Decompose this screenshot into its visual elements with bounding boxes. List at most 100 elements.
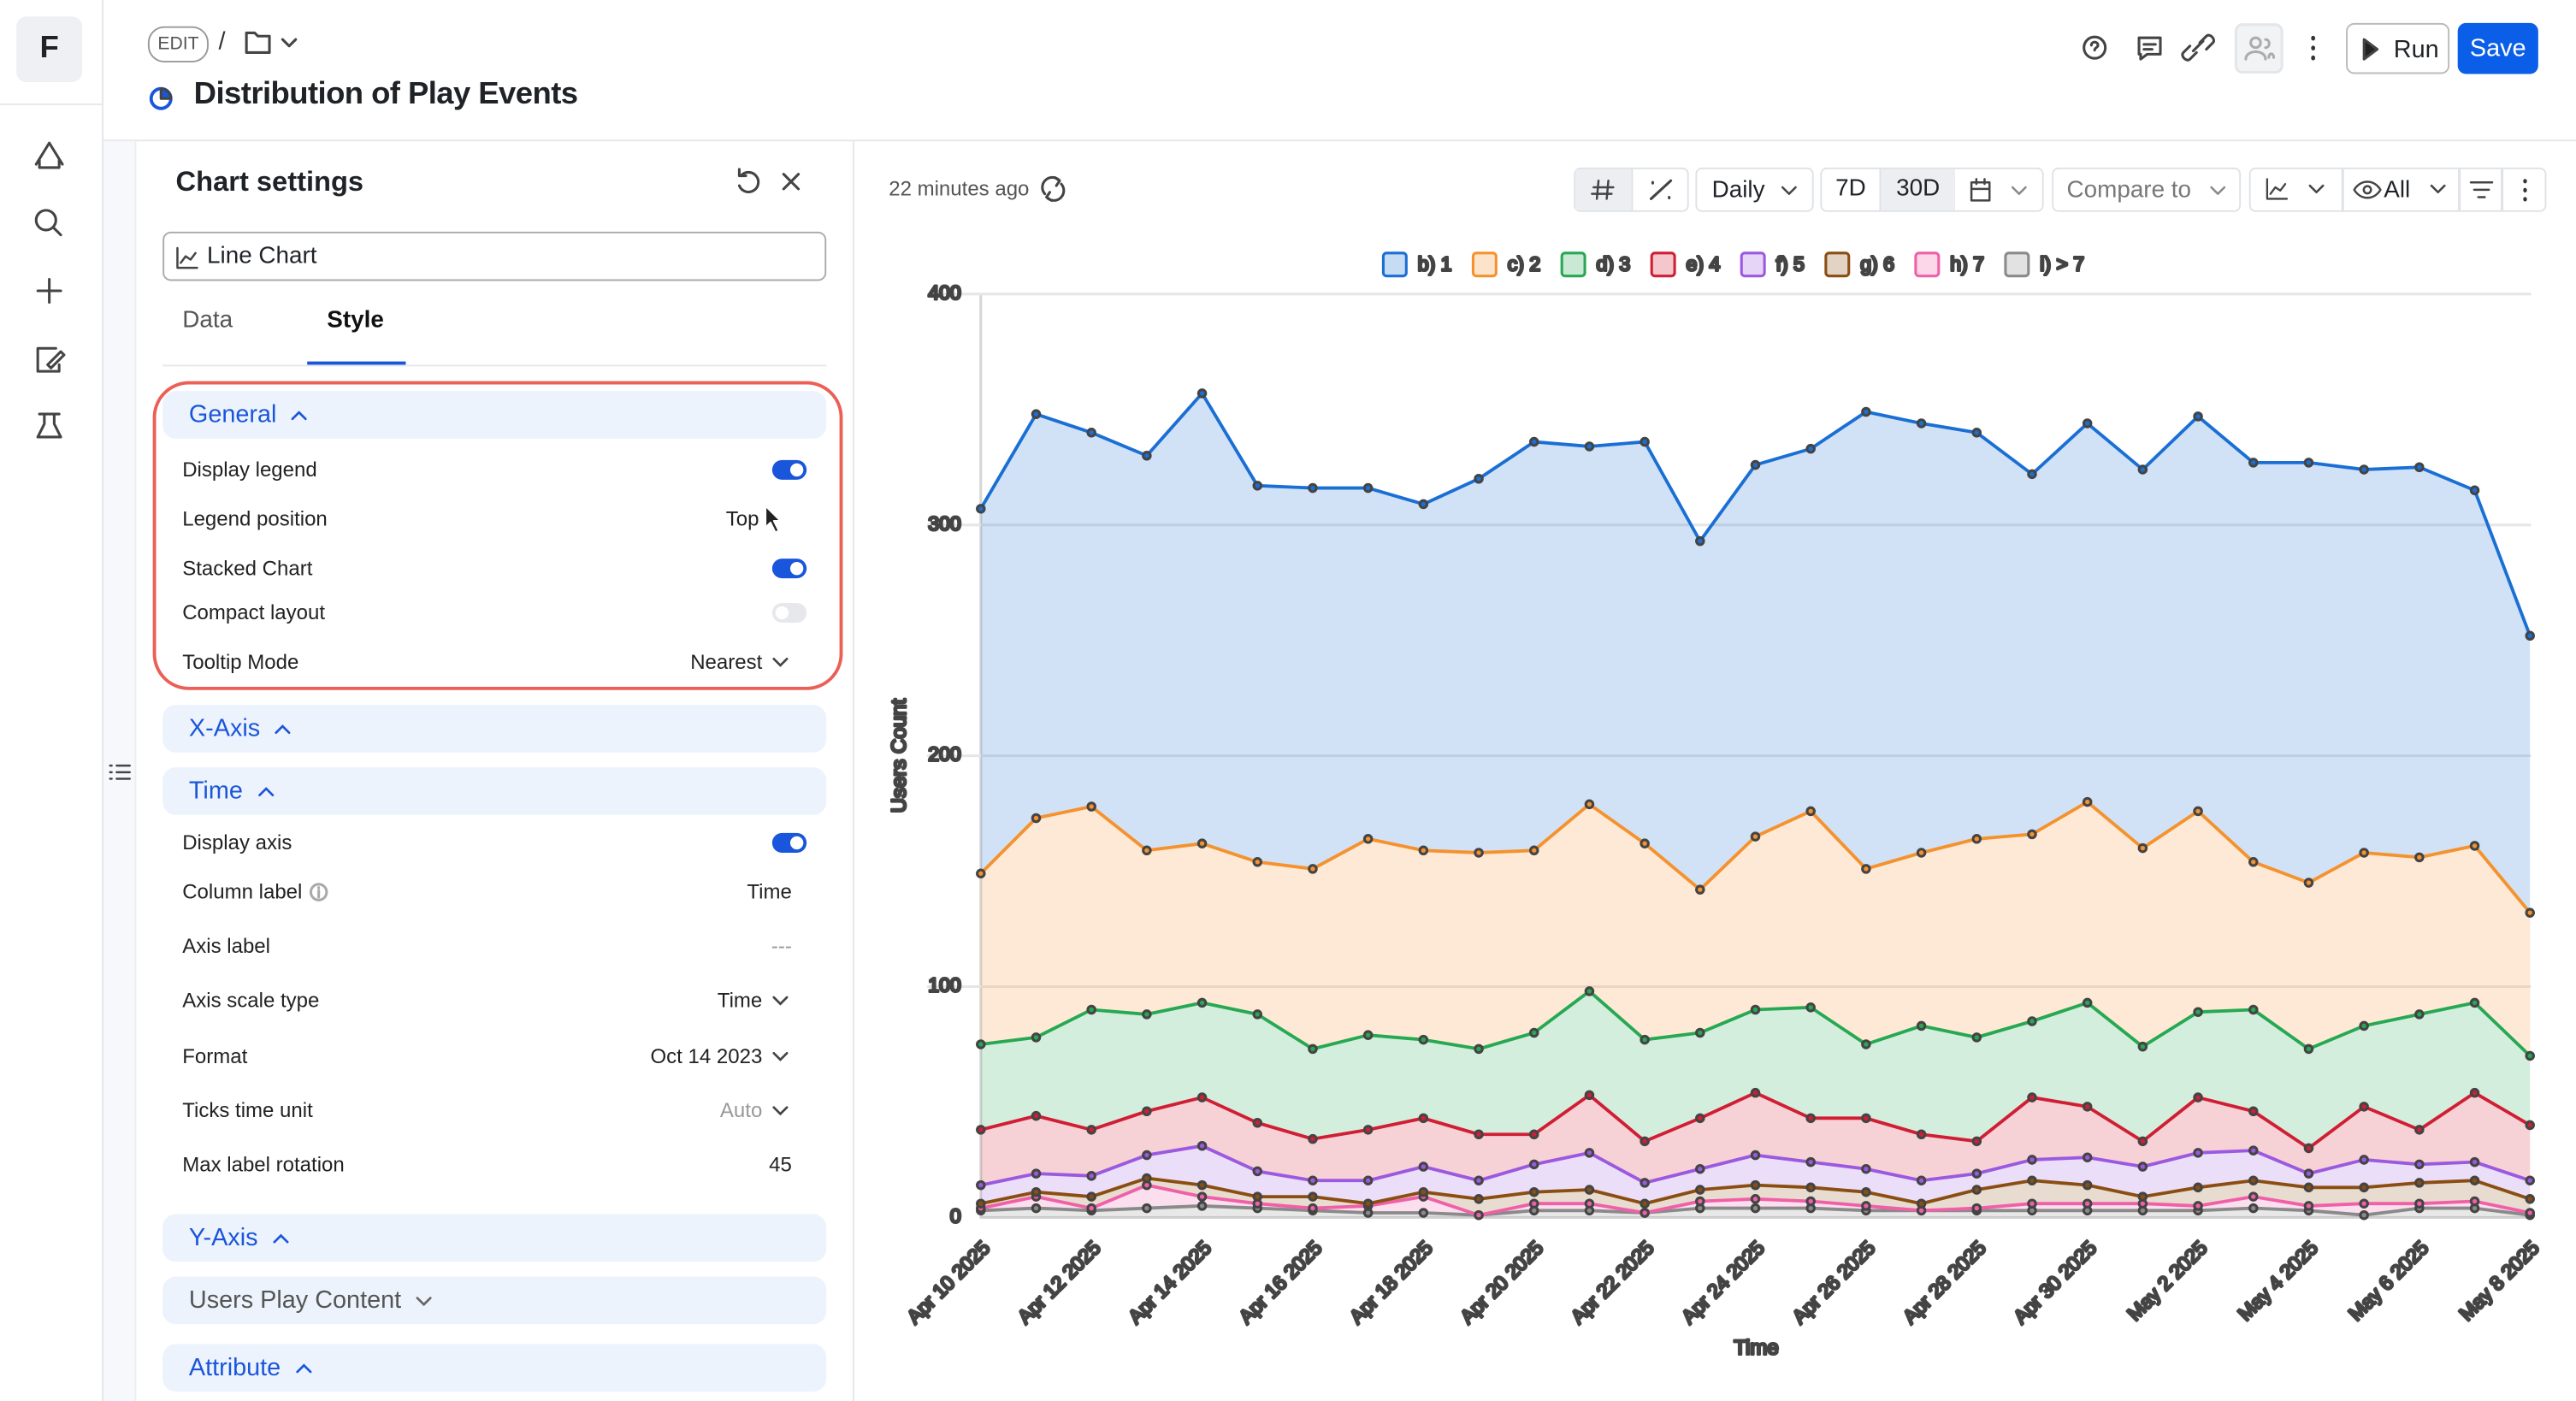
x-axis-label: Time [1734,1336,1778,1359]
point [1474,1043,1484,1055]
setting-value[interactable]: Time [717,989,763,1013]
point [1861,1163,1871,1174]
point [1086,1191,1096,1202]
x-tick-label: Apr 26 2025 [1787,1237,1879,1328]
point [1252,1009,1263,1020]
value-mode-toggle [1574,167,1689,212]
chart-type-select[interactable]: Line Chart [162,231,827,281]
help-button[interactable] [2083,35,2107,60]
chevron-icon [275,724,292,735]
section-header[interactable] [162,1344,827,1392]
point [1086,1171,1096,1181]
point [1916,418,1927,429]
lab-icon[interactable] [36,412,62,439]
mode-badge[interactable]: EDIT [147,26,210,62]
point [2137,464,2148,475]
run-button[interactable]: Run [2346,22,2450,74]
point [1252,1166,1263,1177]
percent-mode[interactable] [1631,168,1688,210]
point [2248,1203,2259,1214]
chevron-icon [772,1051,789,1061]
filter-button[interactable] [2469,180,2494,198]
x-tick-label: Apr 18 2025 [1345,1237,1437,1328]
point [2414,1159,2425,1170]
section-header[interactable] [162,391,827,439]
point [976,1198,986,1209]
point [1584,441,1595,452]
calendar-button[interactable] [1963,176,2041,206]
toggle[interactable] [771,832,807,853]
point [1971,1203,1982,1214]
search-icon[interactable] [34,209,62,237]
point [2525,1208,2535,1218]
point [1031,1110,1042,1121]
range-option[interactable]: 7D [1835,175,1866,203]
toggle[interactable] [771,559,807,579]
point [1086,428,1096,438]
point [1362,1030,1374,1040]
setting-value[interactable]: Oct 14 2023 [650,1044,763,1068]
tab[interactable]: Data [182,307,233,334]
range-option[interactable]: 30D [1879,168,1955,210]
section-header[interactable] [162,1214,827,1262]
x-tick-label: Apr 14 2025 [1124,1237,1215,1328]
chart-style-select[interactable] [2266,178,2325,200]
point [2359,1209,2369,1221]
section-header[interactable] [162,705,827,753]
point [976,1039,986,1049]
point [1861,1039,1871,1049]
section-header[interactable] [162,767,827,815]
point [1418,845,1429,856]
folder-picker[interactable] [239,25,304,61]
point [1528,1198,1539,1209]
compare-select[interactable]: Compare to [2052,167,2242,212]
x-tick-label: May 6 2025 [2344,1237,2433,1326]
comment-button[interactable] [2137,36,2162,61]
point [2359,1198,2369,1209]
refresh-button[interactable] [1038,173,1068,205]
setting-value[interactable]: Nearest [690,650,763,674]
y-tick-label: 400 [928,281,960,304]
visibility-icon[interactable] [2353,180,2446,199]
point [1750,1087,1761,1098]
point [1750,1203,1761,1214]
x-tick-label: Apr 30 2025 [2009,1237,2100,1328]
count-mode[interactable] [1575,168,1632,210]
granularity-select[interactable]: Daily [1695,167,1814,212]
point [1695,1113,1705,1124]
point [2469,1156,2480,1168]
add-icon[interactable] [36,278,62,304]
toggle[interactable] [771,459,807,480]
point [2414,1198,2425,1209]
point [1086,801,1096,812]
save-button[interactable]: Save [2457,22,2538,74]
toggle-panel-button[interactable] [109,760,132,783]
edit-icon[interactable] [36,346,66,373]
point [1971,428,1982,438]
point [2082,997,2093,1008]
close-button[interactable] [782,173,801,191]
setting-value[interactable]: Auto [719,1099,763,1122]
setting-label: Legend position [182,507,328,531]
link-button[interactable] [2181,33,2215,62]
chart-control-icons [2266,168,2527,210]
tab[interactable]: Style [327,307,384,334]
section-header[interactable] [162,1276,827,1325]
point [1031,409,1042,419]
point [1695,1196,1705,1207]
visibility-label[interactable]: All [2384,177,2411,204]
home-icon[interactable] [34,141,64,169]
point [976,1125,986,1135]
point [1086,1203,1096,1214]
page-title: Distribution of Play Events [193,77,578,112]
info-icon[interactable] [309,883,328,902]
reset-button[interactable] [737,168,760,193]
header-actions [2083,23,2315,74]
toggle[interactable] [771,602,807,624]
logo[interactable]: F [16,16,83,83]
point [1031,1168,1042,1179]
tab-underline [307,361,406,365]
share-button[interactable] [2234,23,2284,74]
point [1584,1198,1595,1209]
